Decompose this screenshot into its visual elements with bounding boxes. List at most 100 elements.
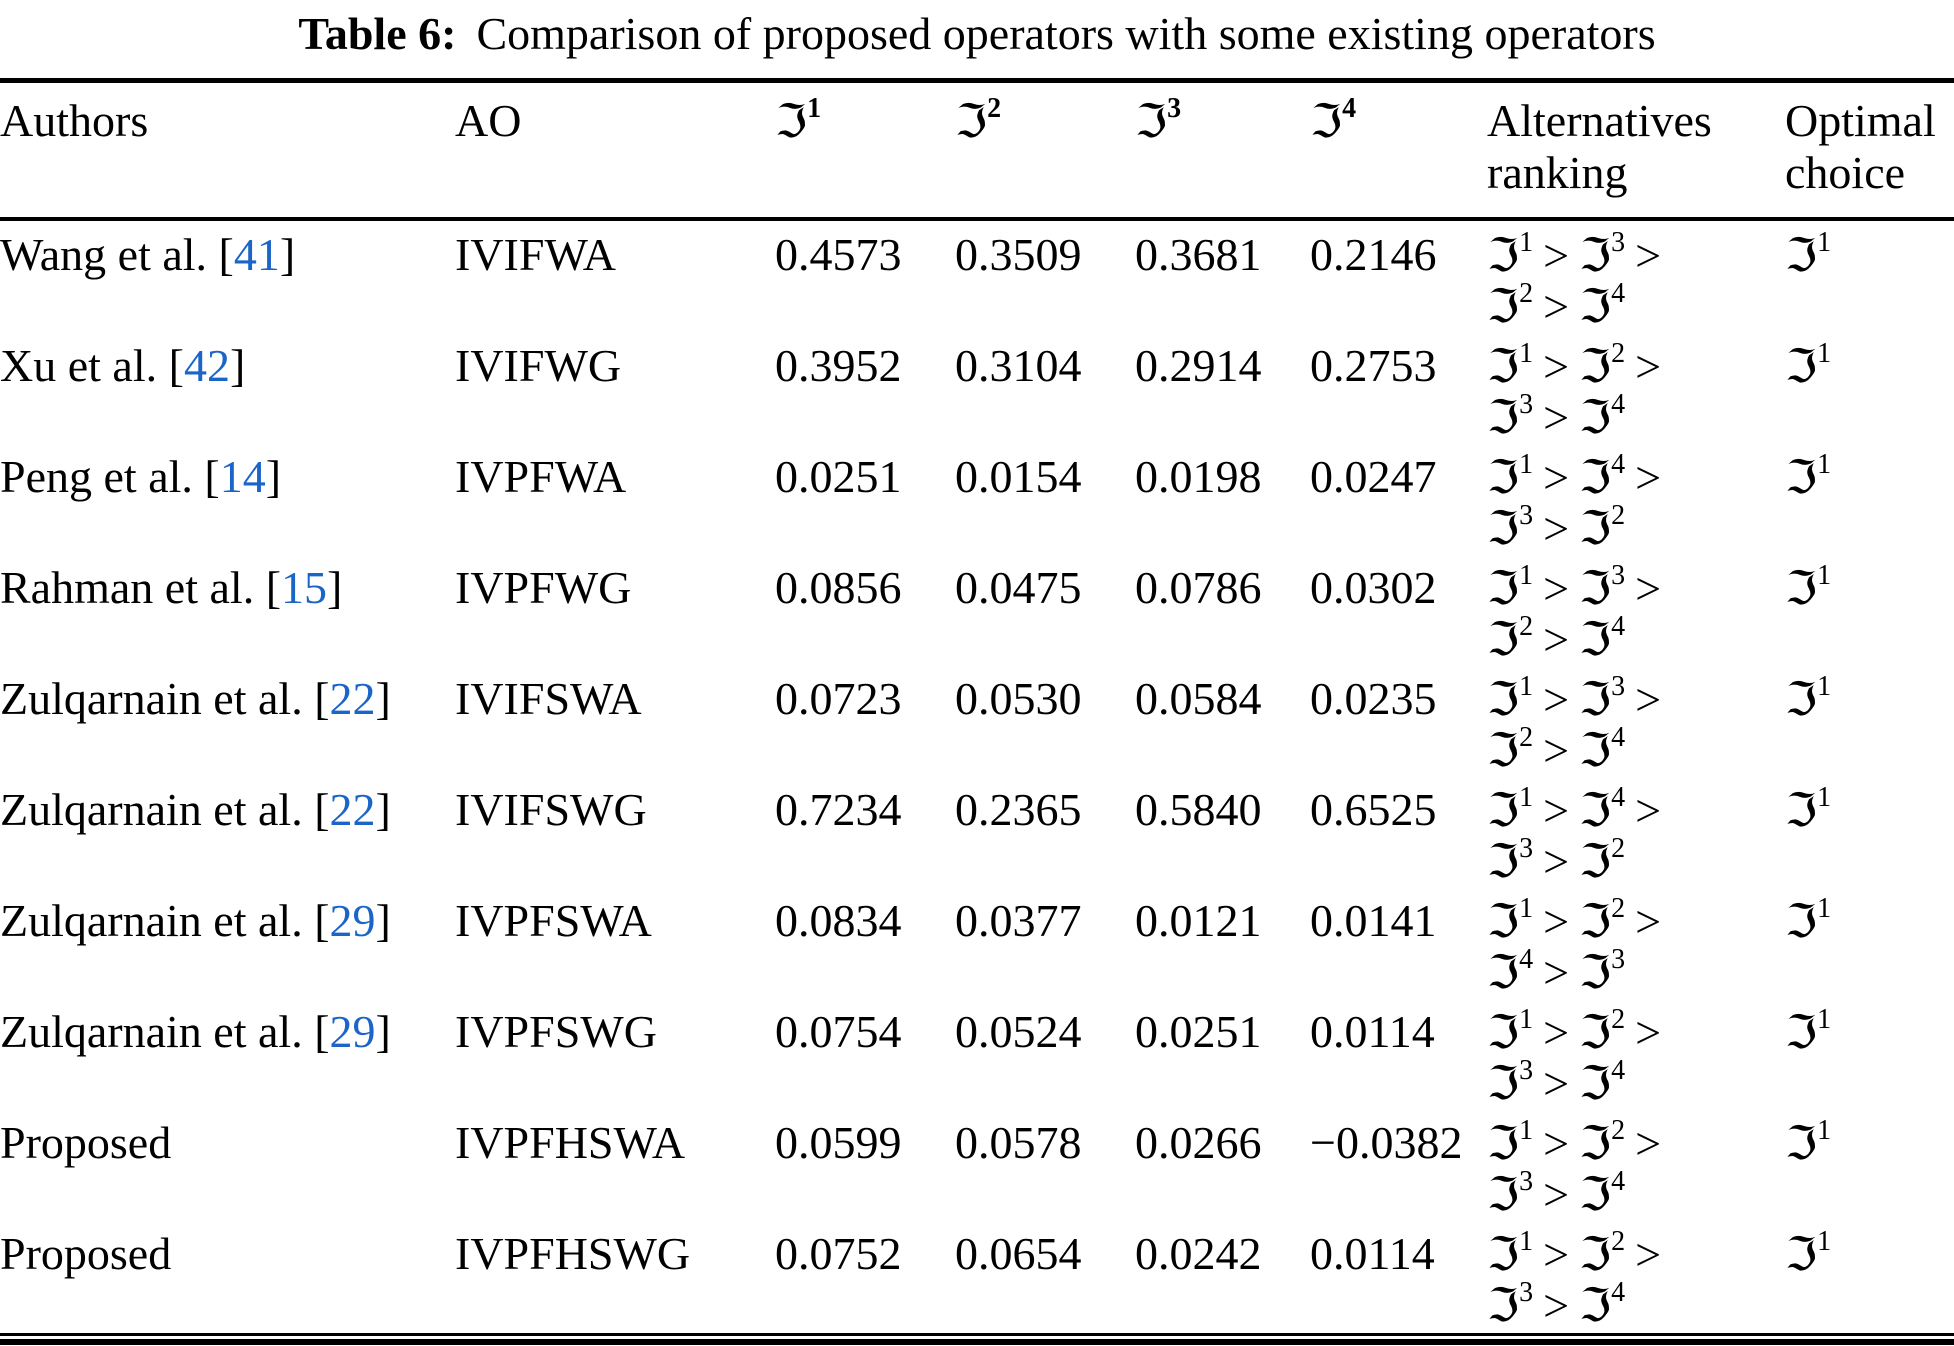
score-symbol: ℑ [1487,783,1520,837]
alternative-symbol: ℑ4 [1579,450,1625,503]
table-row: Rahman et al. [15] IVPFWG 0.0856 0.0475 … [0,554,1954,665]
greater-than: > [1543,674,1570,725]
alternative-symbol: ℑ4 [1579,1167,1625,1220]
score-superscript: 3 [1519,499,1534,531]
score-superscript: 1 [1519,781,1534,813]
alternative-symbol: ℑ1 [1487,339,1533,392]
author-cell: Zulqarnain et al. [29] [0,998,455,1109]
greater-than: > [1543,1169,1570,1220]
ranking-cell: ℑ1 > ℑ2 > ℑ4 > ℑ3 [1487,887,1785,998]
citation-link[interactable]: 22 [329,673,376,724]
score-symbol: ℑ [1785,1227,1818,1281]
score-superscript: 1 [807,92,822,124]
citation-link[interactable]: 29 [329,895,376,946]
score-superscript: 2 [987,92,1002,124]
alternative-symbol: ℑ3 [1487,834,1533,888]
alternative-symbol: ℑ2 [1579,892,1626,947]
score-superscript: 2 [1611,892,1626,924]
score-cell-4: 0.2146 [1310,229,1437,280]
table-row: Xu et al. [42] IVIFWG 0.3952 0.3104 0.29… [0,332,1954,443]
alternative-symbol: ℑ3 [1579,561,1625,614]
score-cell-4: 0.0114 [1310,1228,1435,1279]
alternative-symbol: ℑ2 [1579,1005,1625,1058]
table-row: Peng et al. [14] IVPFWA 0.0251 0.0154 0.… [0,443,1954,554]
score-symbol: ℑ [1487,1167,1520,1221]
alternative-symbol: ℑ2 [1487,612,1533,666]
score-superscript: 1 [1519,1225,1534,1257]
citation-open-bracket: [ [204,451,220,502]
alternative-symbol: ℑ2 [1579,501,1625,554]
ao-cell: IVPFHSWA [455,1117,686,1168]
alternative-symbol: ℑ1 [1487,1225,1534,1280]
score-superscript: 4 [1611,388,1626,420]
citation-link[interactable]: 29 [329,1006,376,1057]
score-cell-1: 0.0251 [775,451,902,502]
alternative-symbol: ℑ1 [1487,670,1534,725]
score-cell-3: 0.0266 [1135,1117,1262,1168]
greater-than: > [1635,563,1662,614]
score-symbol: ℑ [1785,339,1818,393]
greater-than: > [1635,674,1662,725]
optimal-cell: ℑ1 [1785,554,1954,665]
ranking-cell: ℑ1 > ℑ4 > ℑ3 > ℑ2 [1487,443,1785,554]
citation-open-bracket: [ [218,229,234,280]
score-cell-3: 0.0786 [1135,562,1262,613]
score-symbol: ℑ [1135,94,1168,148]
score-cell-1: 0.4573 [775,229,902,280]
score-superscript: 3 [1611,943,1626,975]
score-symbol: ℑ [1785,672,1818,726]
ranking-line-2: ℑ3 > ℑ4 [1487,1278,1785,1331]
score-symbol: ℑ [1487,834,1520,888]
citation-link[interactable]: 42 [183,340,230,391]
score-superscript: 1 [1817,448,1832,480]
score-symbol: ℑ [1785,228,1818,282]
alternative-symbol: ℑ3 [1579,672,1625,725]
score-superscript: 1 [1519,670,1534,702]
greater-than: > [1543,725,1570,776]
score-symbol: ℑ [1487,279,1520,333]
optimal-cell: ℑ1 [1785,1220,1954,1331]
alternative-symbol: ℑ4 [1579,1278,1625,1331]
citation: [29] [303,895,391,946]
citation: [22] [303,784,391,835]
citation-link[interactable]: 41 [233,229,280,280]
score-cell-1: 0.0723 [775,673,902,724]
score-symbol: ℑ [1579,1227,1612,1281]
greater-than: > [1543,1118,1570,1169]
alternative-symbol: ℑ3 [1487,390,1533,443]
greater-than: > [1543,896,1570,947]
greater-than: > [1543,1280,1570,1331]
score-cell-1: 0.3952 [775,340,902,391]
score-symbol: ℑ [1487,1116,1520,1170]
alternative-symbol: ℑ3 [1487,1167,1533,1221]
citation-link[interactable]: 22 [329,784,376,835]
citation-link[interactable]: 14 [219,451,266,502]
score-superscript: 4 [1611,277,1626,309]
score-symbol: ℑ [1310,94,1343,148]
score-superscript: 4 [1342,92,1357,124]
score-cell-1: 0.7234 [775,784,902,835]
score-symbol: ℑ [1579,1116,1612,1170]
greater-than: > [1635,452,1662,503]
table-caption-text: Comparison of proposed operators with so… [476,8,1656,59]
citation-link[interactable]: 15 [281,562,328,613]
score-cell-4: 0.0141 [1310,895,1437,946]
alternative-symbol: ℑ1 [1487,450,1533,503]
greater-than: > [1543,1229,1570,1280]
citation-close-bracket: ] [327,562,343,613]
score-symbol: ℑ [1487,561,1520,615]
greater-than: > [1635,341,1662,392]
header-score-3: ℑ3 [1135,80,1310,221]
author-name: Zulqarnain et al. [0,895,303,946]
score-cell-1: 0.0754 [775,1006,902,1057]
score-symbol: ℑ [1487,723,1520,777]
score-symbol: ℑ [1785,1116,1818,1170]
table-row: Zulqarnain et al. [29] IVPFSWG 0.0754 0.… [0,998,1954,1109]
score-cell-3: 0.0198 [1135,451,1262,502]
score-symbol: ℑ [1487,612,1520,666]
score-cell-4: −0.0382 [1310,1117,1463,1168]
score-cell-4: 0.0247 [1310,451,1437,502]
header-row: Authors AO ℑ1 ℑ2 ℑ3 ℑ4 Alternatives rank… [0,80,1954,221]
score-cell-1: 0.0856 [775,562,902,613]
score-symbol: ℑ [1785,561,1818,615]
